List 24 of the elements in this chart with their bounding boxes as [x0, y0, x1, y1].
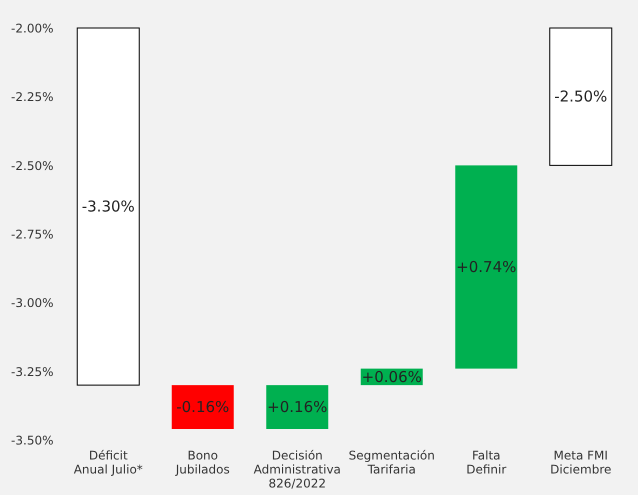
y-tick-label: -3.00% — [11, 296, 54, 310]
data-label: -2.50% — [554, 88, 608, 106]
data-label: -3.30% — [82, 198, 135, 216]
bar — [455, 165, 518, 369]
y-tick-label: -3.50% — [11, 434, 54, 448]
x-tick-label: Bono Jubilados — [174, 448, 230, 476]
x-tick-label: Falta Definir — [466, 448, 506, 476]
x-tick-label: Segmentación Tarifaria — [348, 448, 435, 476]
bar — [266, 385, 328, 430]
x-tick-label: Déficit Anual Julio* — [74, 448, 143, 476]
bar — [172, 385, 234, 430]
bar — [549, 28, 612, 166]
y-tick-label: -2.75% — [11, 228, 54, 242]
y-tick-label: -3.25% — [11, 364, 54, 379]
y-tick-label: -2.25% — [11, 90, 54, 104]
x-tick-label: Meta FMI Diciembre — [550, 448, 612, 476]
y-tick-label: -2.00% — [11, 22, 54, 36]
data-label: +0.74% — [456, 258, 516, 276]
x-tick-label: Decisión Administrativa 826/2022 — [254, 448, 341, 490]
data-label: +0.16% — [267, 398, 328, 416]
data-label: -0.16% — [176, 398, 230, 416]
data-label: +0.06% — [362, 368, 422, 386]
bar — [76, 28, 140, 386]
y-tick-label: -2.50% — [11, 158, 54, 173]
